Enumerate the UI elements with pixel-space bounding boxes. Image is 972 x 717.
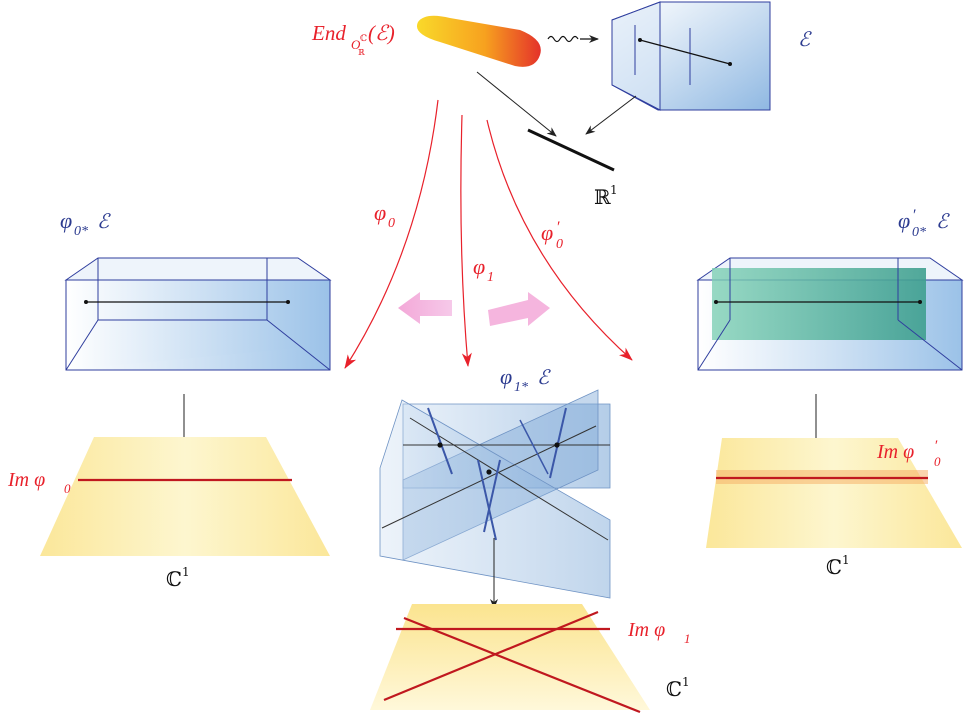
svg-text:ℰ: ℰ [537, 367, 551, 389]
arrow-e-to-r1 [585, 95, 637, 135]
right-plane [706, 438, 962, 548]
svg-text:φ: φ [541, 220, 553, 245]
c1-center-label: ℂ 1 [666, 675, 690, 701]
right-box [696, 257, 964, 371]
svg-text:1: 1 [682, 675, 690, 689]
svg-text:1: 1 [610, 183, 618, 197]
svg-text:(ℰ): (ℰ) [368, 21, 395, 45]
center-box-label: φ 1* ℰ [500, 364, 551, 395]
svg-text:1*: 1* [514, 380, 528, 395]
im-phi1-label: Im φ 1 [627, 619, 691, 646]
pink-arrow-right [488, 292, 550, 326]
svg-text:Im φ: Im φ [7, 469, 45, 491]
arrow-end-to-r1 [476, 71, 557, 137]
e-top-label: ℰ [798, 29, 812, 51]
svg-text:0: 0 [556, 237, 563, 252]
svg-text:′: ′ [912, 207, 916, 224]
svg-text:1: 1 [487, 270, 494, 285]
svg-text:ℂ: ℂ [666, 677, 682, 701]
svg-text:1: 1 [182, 565, 190, 579]
r1-line [527, 128, 615, 172]
squiggle-arrow [547, 35, 579, 43]
right-box-label: φ ′ 0* ℰ [898, 207, 950, 240]
svg-text:Im φ: Im φ [627, 619, 665, 641]
svg-text:ℝ: ℝ [594, 185, 611, 209]
flame-shape [416, 15, 541, 67]
c1-right-label: ℂ 1 [826, 553, 850, 579]
svg-text:ℰ: ℰ [97, 211, 111, 233]
svg-text:Im φ: Im φ [876, 441, 914, 463]
end-label: End O ℝ ℂ (ℰ) [311, 21, 395, 57]
phi0-prime-label: φ ′ 0 [541, 219, 563, 252]
im-phi0-prime-label: Im φ ′ 0 [876, 438, 941, 469]
phi0-label: φ 0 [374, 200, 395, 231]
left-box [64, 257, 332, 371]
svg-text:0: 0 [388, 216, 395, 231]
svg-text:0: 0 [64, 481, 71, 496]
svg-text:ℂ: ℂ [360, 34, 367, 44]
arrow-phi0 [344, 99, 439, 369]
svg-text:φ: φ [473, 254, 485, 279]
center-plane [370, 604, 650, 710]
svg-text:ℂ: ℂ [826, 555, 842, 579]
svg-text:φ: φ [500, 364, 512, 389]
left-plane [40, 437, 330, 556]
svg-text:′: ′ [934, 438, 938, 454]
pink-arrow-left [398, 292, 452, 324]
im-phi1-line-falling [403, 616, 641, 714]
center-sheets [379, 389, 611, 599]
svg-text:O: O [351, 37, 361, 52]
svg-text:0: 0 [934, 454, 941, 469]
r1-label: ℝ 1 [594, 183, 618, 209]
svg-text:φ: φ [60, 208, 72, 233]
svg-text:1: 1 [684, 631, 691, 646]
svg-text:ℰ: ℰ [936, 211, 950, 233]
im-phi0-label: Im φ 0 [7, 469, 71, 496]
svg-text:End: End [311, 21, 346, 45]
svg-text:1: 1 [842, 553, 850, 567]
svg-text:0*: 0* [74, 224, 88, 239]
arrow-phi1 [460, 114, 472, 367]
im-phi1-line-rising [383, 610, 599, 702]
svg-text:φ: φ [898, 208, 910, 233]
svg-text:ℂ: ℂ [166, 567, 182, 591]
svg-text:0*: 0* [912, 225, 926, 240]
left-box-label: φ 0* ℰ [60, 208, 111, 239]
phi1-label: φ 1 [473, 254, 494, 285]
svg-text:φ: φ [374, 200, 386, 225]
svg-text:′: ′ [556, 219, 560, 236]
svg-text:ℝ: ℝ [358, 48, 365, 57]
top-box-e [611, 1, 771, 111]
arrow-phi0-prime [486, 119, 633, 361]
c1-left-label: ℂ 1 [166, 565, 190, 591]
